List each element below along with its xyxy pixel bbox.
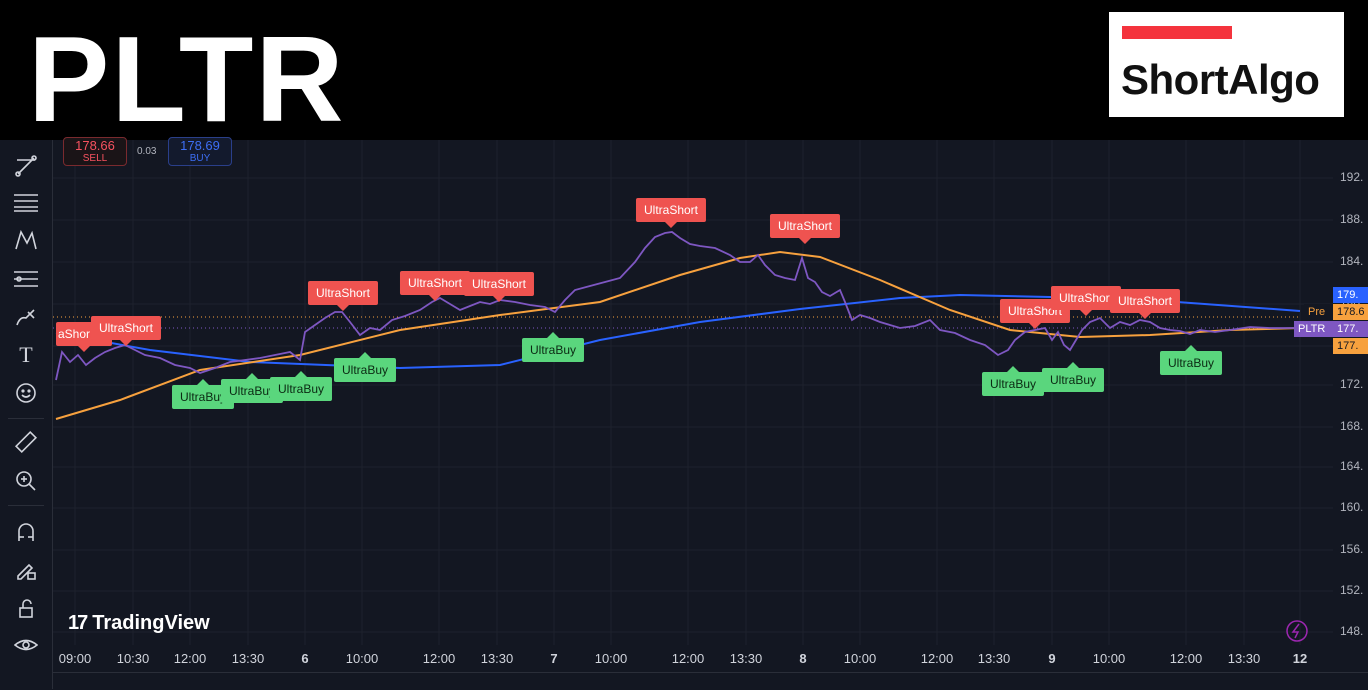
price-tag: 177. (1333, 321, 1368, 337)
fib-icon[interactable] (10, 265, 42, 293)
lightning-icon (1286, 620, 1308, 642)
logo-text: ShortAlgo (1121, 56, 1320, 103)
drawing-toolbar: T (0, 140, 53, 689)
price-tick-label: 188. (1340, 212, 1364, 226)
price-line (55, 231, 1295, 381)
time-tick-label: 12:00 (422, 651, 456, 666)
time-tick-label: 6 (301, 651, 309, 666)
pattern-icon[interactable] (10, 226, 42, 254)
ultrabuy-signal: UltraBuy (333, 352, 397, 382)
text-icon[interactable]: T (19, 342, 33, 367)
time-tick-label: 8 (799, 651, 807, 666)
ultrabuy-signal: UltraBuy (1041, 362, 1105, 392)
toolbar-divider (8, 418, 44, 419)
ultrabuy-signal: UltraBuy (981, 366, 1045, 396)
tradingview-logo-icon: 17 (68, 612, 88, 634)
magnet-icon[interactable] (10, 518, 42, 546)
time-tick-label: 13:30 (1227, 651, 1261, 666)
ultrashort-signal: UltraShort (1050, 286, 1122, 316)
time-tick-label: 10:00 (594, 651, 628, 666)
time-tick-label: 09:00 (58, 651, 92, 666)
sell-label: SELL (82, 153, 108, 164)
price-tag: 179. (1333, 287, 1368, 303)
price-tick-label: 192. (1340, 170, 1364, 184)
time-tick-label: 12:00 (1169, 651, 1203, 666)
buy-price: 178.69 (180, 138, 220, 153)
time-tick-label: 12 (1292, 651, 1308, 666)
time-tick-label: 10:00 (843, 651, 877, 666)
time-tick-label: 9 (1048, 651, 1056, 666)
price-tick-label: 152. (1340, 583, 1364, 597)
time-tick-label: 13:30 (977, 651, 1011, 666)
lock-draw-icon[interactable] (10, 556, 42, 584)
bottom-timeframe-bar (53, 672, 1368, 690)
ultrashort-signal: UltraShort (90, 316, 162, 346)
emoji-icon[interactable] (10, 379, 42, 407)
ultrashort-signal: UltraShort (635, 198, 707, 228)
zoom-icon[interactable] (10, 467, 42, 495)
buy-label: BUY (189, 153, 211, 164)
time-tick-label: 12:00 (920, 651, 954, 666)
price-tick-label: 184. (1340, 254, 1364, 268)
price-tick-label: 168. (1340, 419, 1364, 433)
ultrashort-signal: UltraShort (463, 272, 535, 302)
ultrabuy-signal: UltraBuy (521, 332, 585, 362)
horizontal-lines-icon[interactable] (10, 188, 42, 216)
time-tick-label: 10:00 (1092, 651, 1126, 666)
trend-line-icon[interactable] (10, 152, 42, 180)
price-tag: Pre (1304, 304, 1335, 320)
eye-icon[interactable] (10, 631, 42, 659)
ultrashort-signal-clipped: aShor (58, 327, 91, 341)
sell-price: 178.66 (75, 138, 115, 153)
ultrabuy-signal: UltraBuy (269, 371, 333, 401)
time-tick-label: 13:30 (480, 651, 514, 666)
ultrashort-signal: UltraShort (1109, 289, 1181, 319)
sell-button[interactable]: 178.66 SELL (63, 137, 127, 166)
time-tick-label: 12:00 (671, 651, 705, 666)
tradingview-watermark: 17 TradingView (68, 612, 210, 635)
spread-value: 0.03 (137, 146, 157, 157)
ultrabuy-signal: UltraBuy (1159, 345, 1223, 375)
buy-button[interactable]: 178.69 BUY (168, 137, 232, 166)
price-tick-label: 172. (1340, 377, 1364, 391)
price-tick-label: 156. (1340, 542, 1364, 556)
time-tick-label: 10:30 (116, 651, 150, 666)
header-banner: PLTR ShortAlgo (0, 0, 1368, 144)
shortalgo-logo: ShortAlgo (1109, 12, 1344, 117)
orange-moving-average-line (55, 250, 1301, 420)
time-tick-label: 10:00 (345, 651, 379, 666)
price-chart[interactable] (53, 140, 1368, 689)
time-tick-label: 12:00 (173, 651, 207, 666)
time-tick-label: 13:30 (729, 651, 763, 666)
ultrashort-signal: UltraShort (399, 271, 471, 301)
price-tag: 178.6 (1333, 304, 1368, 320)
ultrashort-signal: UltraShort (307, 281, 379, 311)
ruler-icon[interactable] (10, 428, 42, 456)
ticker-title: PLTR (28, 11, 346, 147)
time-tick-label: 7 (550, 651, 558, 666)
price-tick-label: 160. (1340, 500, 1364, 514)
tradingview-text: TradingView (92, 612, 210, 634)
logo-red-bar (1122, 26, 1232, 39)
price-tick-label: 164. (1340, 459, 1364, 473)
brush-icon[interactable] (10, 303, 42, 331)
price-tag: PLTR (1294, 321, 1335, 337)
price-tag: 177. (1333, 338, 1368, 354)
lock-icon[interactable] (10, 595, 42, 623)
lightning-glyph (1291, 623, 1300, 639)
toolbar-divider (8, 505, 44, 506)
time-tick-label: 13:30 (231, 651, 265, 666)
price-tick-label: 148. (1340, 624, 1364, 638)
ultrashort-signal: UltraShort (769, 214, 841, 244)
